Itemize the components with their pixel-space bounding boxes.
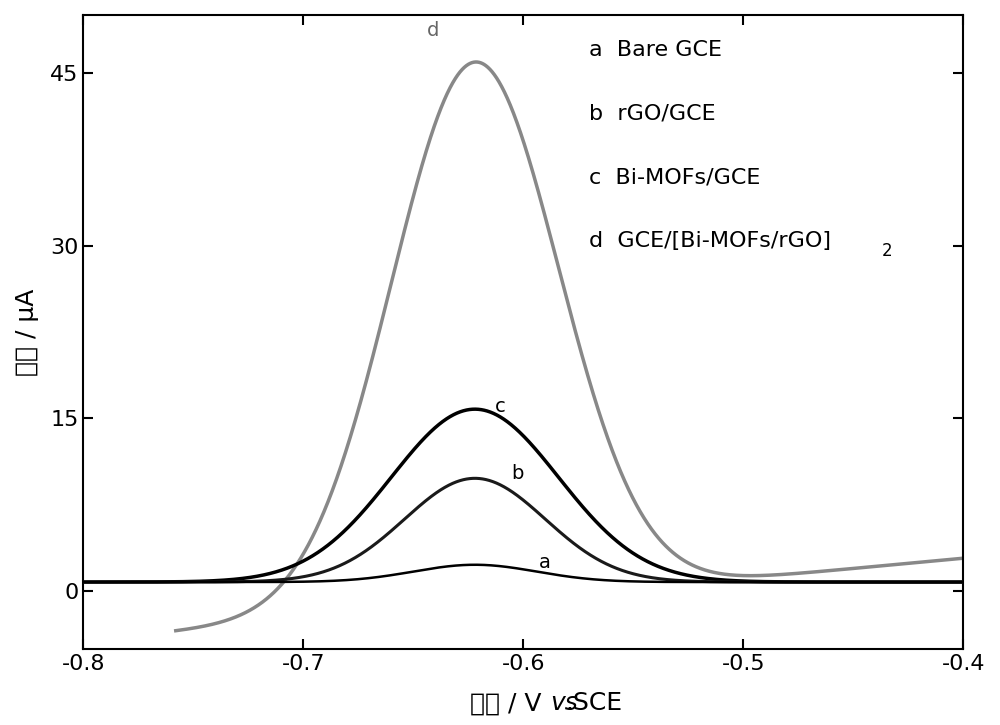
Text: a  Bare GCE: a Bare GCE bbox=[589, 41, 722, 60]
Text: a: a bbox=[539, 553, 551, 572]
Text: .SCE: .SCE bbox=[565, 691, 622, 716]
Text: d: d bbox=[427, 21, 440, 41]
Text: 2: 2 bbox=[881, 242, 892, 260]
Text: c: c bbox=[495, 397, 506, 416]
Y-axis label: 电流 / μA: 电流 / μA bbox=[15, 289, 39, 376]
Text: c  Bi-MOFs/GCE: c Bi-MOFs/GCE bbox=[589, 167, 761, 187]
Text: b  rGO/GCE: b rGO/GCE bbox=[589, 104, 716, 124]
Text: 电位 / V: 电位 / V bbox=[471, 691, 550, 716]
Text: b: b bbox=[511, 464, 523, 483]
Text: d  GCE/[Bi-MOFs/rGO]: d GCE/[Bi-MOFs/rGO] bbox=[589, 231, 831, 251]
Text: vs: vs bbox=[550, 691, 578, 716]
